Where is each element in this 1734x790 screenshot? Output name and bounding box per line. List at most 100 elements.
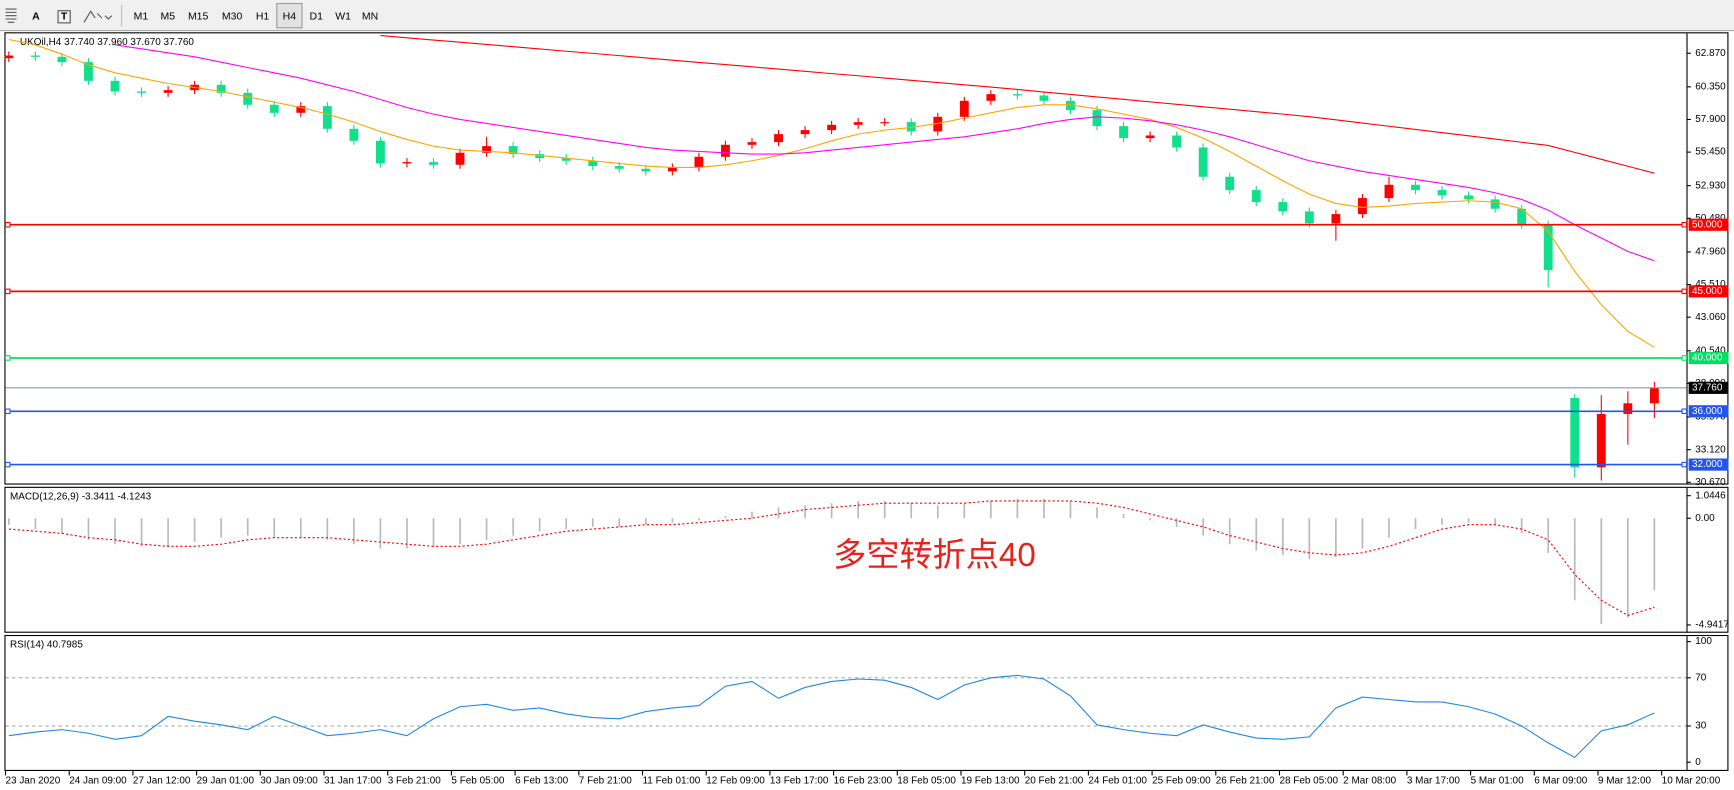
level-label-box	[1688, 351, 1729, 365]
candle-body	[906, 122, 916, 132]
y-tick-label: 70	[1695, 672, 1707, 683]
current-price-box	[1688, 381, 1729, 394]
shapes-icon[interactable]	[83, 10, 113, 23]
y-tick-label: 57.900	[1695, 114, 1726, 125]
y-tick-label: 47.960	[1695, 247, 1726, 258]
level-handle[interactable]	[1681, 408, 1688, 415]
timeframe-button[interactable]: M30	[222, 11, 243, 23]
candle-body	[1119, 126, 1128, 139]
y-tick-label: 62.870	[1695, 48, 1726, 59]
time-label: 6 Feb 13:00	[515, 776, 569, 787]
candle-body	[84, 62, 93, 81]
y-tick-label: 30	[1695, 721, 1707, 732]
timeframe-button[interactable]: H1	[256, 11, 270, 23]
candle-body	[1225, 176, 1235, 191]
y-tick-label: 60.350	[1695, 81, 1726, 92]
y-tick-label: 40.540	[1695, 345, 1726, 356]
level-handle[interactable]	[4, 355, 11, 361]
time-label: 24 Jan 09:00	[69, 776, 127, 787]
candle-body	[1517, 208, 1527, 225]
level-label-box	[1688, 405, 1729, 418]
candle-body	[429, 162, 438, 165]
candle-body	[1092, 110, 1102, 127]
level-label: 32.000	[1692, 459, 1723, 470]
level-handle[interactable]	[1681, 355, 1688, 361]
tool-button[interactable]: A	[32, 11, 40, 23]
level-handle[interactable]	[1681, 221, 1688, 228]
time-label: 30 Jan 09:00	[260, 776, 318, 787]
drawing-tools	[5, 8, 113, 24]
time-label: 2 Mar 08:00	[1343, 776, 1397, 787]
candle-body	[561, 158, 571, 161]
time-label: 19 Feb 13:00	[961, 776, 1020, 787]
timeframes: A T M1 M5 M15 M30 H1 H4 D1 W1 MN	[32, 2, 378, 29]
timeframe-button[interactable]: MN	[362, 11, 378, 23]
time-label: 25 Feb 09:00	[1152, 776, 1211, 787]
candle-body	[1437, 190, 1447, 196]
level-handle[interactable]	[4, 288, 11, 295]
candle-body	[296, 106, 306, 113]
candle-body	[933, 116, 943, 132]
time-label: 31 Jan 17:00	[324, 776, 382, 787]
indicator-title: RSI(14) 40.7985	[10, 640, 83, 651]
candle-body	[986, 94, 996, 101]
level-label-box	[1688, 218, 1729, 231]
level-handle[interactable]	[1681, 461, 1688, 468]
candle-body	[216, 84, 226, 93]
level-handle[interactable]	[4, 408, 11, 415]
timeframe-button[interactable]: M15	[188, 11, 209, 23]
timeframe-button[interactable]: D1	[310, 11, 324, 23]
time-label: 29 Jan 01:00	[197, 776, 255, 787]
candle-body	[508, 146, 518, 155]
crosshair-icon[interactable]	[5, 8, 17, 23]
candle-body	[641, 168, 651, 172]
candle-body	[694, 156, 704, 168]
timeframe-button[interactable]: M1	[134, 11, 149, 23]
candle-body	[800, 130, 810, 135]
candle-body	[1066, 100, 1075, 111]
candle-body	[535, 154, 545, 159]
time-label: 18 Feb 05:00	[897, 776, 956, 787]
time-label: 9 Mar 12:00	[1598, 776, 1652, 787]
y-tick-label: 1.0446	[1695, 490, 1726, 501]
candle-body	[30, 55, 40, 57]
time-label: 16 Feb 23:00	[834, 776, 893, 787]
level-handle[interactable]	[4, 221, 11, 228]
pane-content: 0 30 70 100 RSI(14) 40.7985	[5, 636, 1712, 768]
candle-body	[747, 142, 757, 145]
level-label-box	[1688, 458, 1729, 471]
moving-average	[380, 34, 1655, 174]
candle-body	[1543, 224, 1553, 271]
time-label: 6 Mar 09:00	[1534, 776, 1588, 787]
text-label-icon[interactable]	[57, 10, 71, 24]
time-label: 12 Feb 09:00	[706, 776, 765, 787]
candle-body	[322, 106, 332, 129]
candle-body	[1172, 135, 1182, 148]
timeframe-button[interactable]: W1	[335, 11, 351, 23]
time-label: 20 Feb 21:00	[1025, 776, 1084, 787]
level-handle[interactable]	[1681, 288, 1688, 295]
y-tick-label: 30.670	[1695, 477, 1726, 488]
level-label: 40.000	[1692, 353, 1723, 364]
candle-body	[1251, 190, 1261, 203]
time-label: 28 Feb 05:00	[1279, 776, 1338, 787]
candle-body	[375, 140, 385, 164]
candle-body	[1358, 198, 1367, 215]
y-tick-label: -4.9417	[1695, 620, 1729, 631]
level-handle[interactable]	[4, 461, 11, 468]
timeframe-button[interactable]: M5	[160, 11, 175, 23]
candle-body	[774, 134, 783, 143]
timeframe-button[interactable]: H4	[283, 11, 297, 23]
candle-body	[1145, 135, 1155, 139]
tool-button[interactable]: T	[61, 11, 68, 23]
pane	[4, 486, 1729, 633]
time-label: 7 Feb 21:00	[579, 776, 633, 787]
macd-signal	[8, 500, 1655, 617]
y-tick-label: 55.450	[1695, 147, 1726, 158]
time-label: 23 Jan 2020	[6, 776, 61, 787]
candle-body	[880, 122, 890, 124]
candle-body	[1490, 199, 1500, 209]
time-label: 5 Feb 05:00	[451, 776, 505, 787]
candle-body	[1570, 397, 1580, 468]
